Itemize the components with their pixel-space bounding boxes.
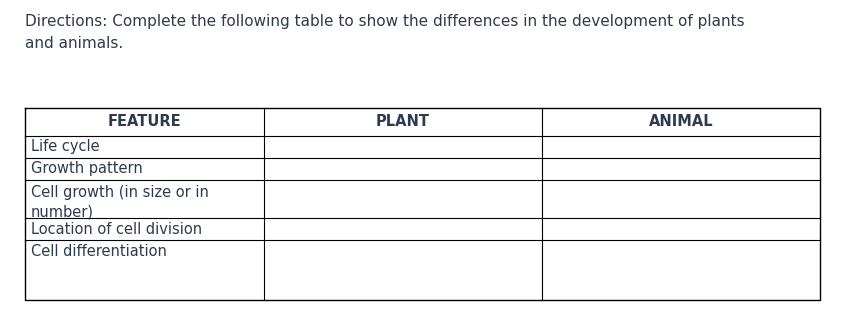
- Text: ANIMAL: ANIMAL: [649, 114, 713, 129]
- Text: Location of cell division: Location of cell division: [31, 221, 202, 236]
- Text: FEATURE: FEATURE: [107, 114, 181, 129]
- Text: Cell differentiation: Cell differentiation: [31, 244, 167, 259]
- Text: Cell growth (in size or in
number): Cell growth (in size or in number): [31, 185, 209, 220]
- Text: Life cycle: Life cycle: [31, 140, 100, 155]
- Text: PLANT: PLANT: [376, 114, 430, 129]
- Text: Directions: Complete the following table to show the differences in the developm: Directions: Complete the following table…: [25, 14, 744, 29]
- Text: Growth pattern: Growth pattern: [31, 161, 143, 176]
- Text: and animals.: and animals.: [25, 36, 124, 51]
